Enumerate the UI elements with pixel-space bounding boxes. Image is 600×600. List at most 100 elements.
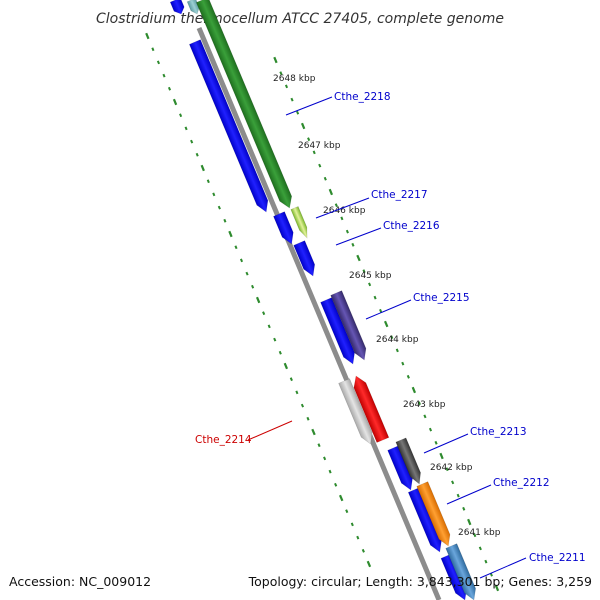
gene-arrow-inner[interactable] [320, 297, 359, 367]
tick-mark [312, 150, 316, 155]
tick-mark [289, 377, 293, 382]
tick-mark [279, 71, 283, 76]
gene-label-cthe-2211[interactable]: Cthe_2211 [529, 552, 586, 564]
tick-mark [267, 324, 271, 329]
tick-mark [262, 311, 266, 316]
tick-mark [484, 559, 488, 564]
gene-labels: Cthe_2218 Cthe_2217 Cthe_2216 Cthe_2215 … [195, 91, 586, 579]
tick-mark [179, 113, 183, 118]
tick-mark [255, 296, 261, 304]
kbp-label: 2641 kbp [458, 528, 501, 538]
tick-mark [323, 456, 327, 461]
tick-mark [300, 403, 305, 408]
tick-mark [273, 337, 277, 342]
tick-mark [328, 188, 334, 196]
gene-label-cthe-2213[interactable]: Cthe_2213 [470, 426, 527, 438]
tick-mark [323, 176, 327, 181]
tick-mark [167, 86, 172, 91]
tick-mark [295, 390, 299, 395]
tick-mark [234, 245, 238, 250]
tick-mark [195, 152, 199, 157]
topology-text: Topology: circular; Length: 3,843,301 bp… [248, 574, 592, 589]
gene-label-cthe-2218[interactable]: Cthe_2218 [334, 91, 391, 103]
tick-mark [228, 230, 233, 238]
gene-arrow-cthe-2216[interactable] [293, 240, 319, 279]
kbp-label: 2644 kbp [376, 335, 419, 345]
tick-mark [462, 506, 466, 511]
kbp-label: 2648 kbp [273, 74, 316, 84]
leader-line [423, 433, 469, 454]
tick-mark [473, 533, 477, 538]
tick-mark [351, 242, 355, 247]
tick-mark [311, 428, 316, 436]
gene-arrow-upstream-teal[interactable] [186, 0, 201, 16]
tick-mark [290, 97, 294, 102]
gene-label-cthe-2217[interactable]: Cthe_2217 [371, 189, 428, 201]
gene-label-cthe-2215[interactable]: Cthe_2215 [413, 292, 470, 304]
tick-mark [494, 584, 500, 592]
gene-arrow-inner[interactable] [407, 487, 445, 555]
leader-line [446, 484, 492, 505]
tick-mark [296, 110, 300, 115]
gene-label-cthe-2214[interactable]: Cthe_2214 [195, 434, 252, 446]
tick-mark [401, 361, 405, 366]
tick-mark [345, 509, 349, 514]
tick-mark [423, 414, 427, 419]
kbp-label: 2643 kbp [403, 400, 446, 410]
tick-mark [151, 47, 155, 52]
leader-line [335, 227, 382, 246]
tick-mark [361, 548, 365, 553]
tick-mark [307, 137, 311, 142]
leader-line [247, 420, 293, 441]
gene-arrow-inner[interactable] [273, 211, 297, 247]
gene-arrow-cthe-2217[interactable] [290, 206, 311, 239]
gene-arrow-cthe-2214[interactable] [350, 373, 390, 443]
tick-mark [467, 518, 472, 526]
tick-mark [356, 254, 361, 262]
kbp-label: 2642 kbp [430, 463, 473, 473]
inner-tick-track [145, 32, 372, 568]
tick-mark [283, 362, 289, 370]
tick-mark [350, 522, 354, 527]
leader-line [479, 557, 527, 579]
genome-backbone [196, 27, 442, 600]
gene-arrow-cthe-2211[interactable] [445, 543, 480, 600]
gene-arrow-upstream[interactable] [169, 0, 186, 16]
tick-mark [366, 560, 372, 568]
gene-label-cthe-2212[interactable]: Cthe_2212 [493, 477, 550, 489]
tick-mark [334, 203, 338, 208]
gene-arrow-cthe-2213[interactable] [395, 437, 425, 486]
tick-mark [317, 443, 321, 448]
tick-mark [340, 216, 344, 221]
tick-mark [428, 427, 433, 432]
gene-label-cthe-2216[interactable]: Cthe_2216 [383, 220, 440, 232]
gene-arrow-cthe-2212[interactable] [416, 481, 454, 549]
gene-arrow-inner[interactable] [387, 445, 417, 493]
tick-mark [383, 320, 389, 328]
gene-arrow-inner-gray[interactable] [338, 378, 376, 447]
tick-mark [445, 467, 449, 472]
tick-mark [489, 572, 493, 577]
tick-mark [338, 494, 344, 502]
tick-mark [162, 73, 166, 78]
tick-mark [184, 126, 188, 131]
map-title: Clostridium thermocellum ATCC 27405, com… [96, 11, 504, 27]
tick-mark [156, 60, 161, 65]
tick-mark [345, 229, 349, 234]
leader-line [315, 197, 370, 219]
tick-mark [417, 401, 421, 406]
tick-mark [456, 493, 460, 498]
tick-mark [439, 452, 444, 460]
gene-arrow-cthe-2215[interactable] [330, 290, 370, 363]
tick-mark [411, 386, 417, 394]
gene-arrow-cthe-2218[interactable] [195, 0, 295, 211]
tick-mark [395, 348, 399, 353]
tick-mark [318, 163, 322, 168]
tick-mark [368, 282, 372, 287]
leader-line [285, 96, 333, 116]
gene-arrow-inner[interactable] [188, 39, 271, 215]
tick-mark [251, 284, 255, 289]
leader-line [365, 299, 412, 320]
tick-mark [379, 308, 383, 313]
